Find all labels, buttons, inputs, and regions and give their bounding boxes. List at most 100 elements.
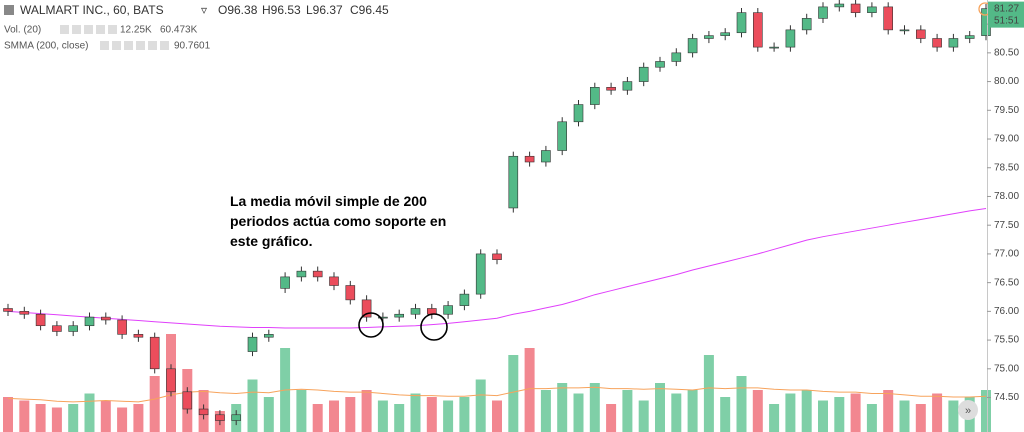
annotation-line: La media móvil simple de 200 (230, 193, 427, 209)
volume-bar (312, 404, 323, 432)
candle-body (589, 87, 600, 105)
volume-bar (35, 404, 46, 432)
y-tick-label: 77.00 (994, 249, 1019, 260)
volume-bar (932, 393, 943, 432)
volume-bar (785, 393, 796, 432)
volume-bar (573, 393, 584, 432)
candle-body (3, 308, 13, 312)
dropdown-caret[interactable]: ▿ (201, 3, 207, 17)
volume-bar (410, 393, 421, 432)
volume-bar (850, 393, 861, 432)
candle-body (899, 29, 910, 32)
symbol-icon (4, 5, 14, 15)
candle-body (312, 270, 323, 278)
volume-bar (51, 407, 62, 432)
y-tick-label: 76.00 (994, 306, 1019, 317)
volume-bar (769, 404, 780, 432)
volume-bar (345, 397, 356, 432)
candle-body (736, 12, 747, 34)
smma-legend-label: SMMA (200, close) (4, 41, 88, 52)
volume-bar (703, 355, 714, 432)
volume-bar (720, 397, 731, 432)
candle-body (345, 285, 356, 301)
volume-bar (818, 400, 828, 432)
candle-body (769, 46, 779, 49)
volume-bar (655, 383, 665, 432)
countdown-label: 51:51 (994, 15, 1019, 26)
y-tick-label: 80.00 (994, 76, 1019, 87)
candle-body (19, 311, 30, 315)
volume-bar (68, 404, 79, 432)
candle-body (752, 12, 763, 48)
candle-body (182, 391, 193, 410)
scroll-button[interactable] (958, 400, 978, 420)
volume-bar (329, 400, 339, 432)
candle-body (638, 66, 649, 82)
volume-bar (133, 404, 144, 432)
candle-body (655, 61, 665, 68)
annotation: La media móvil simple de 200 periodos ac… (230, 193, 446, 249)
volume-bar (459, 397, 470, 432)
volume-bar (3, 397, 13, 432)
volume-bar (687, 390, 698, 432)
volume-bar (377, 400, 388, 432)
y-tick-label: 75.50 (994, 335, 1019, 346)
legend-buttons[interactable] (60, 25, 117, 34)
candle-body (948, 38, 959, 48)
candle-body (133, 334, 144, 338)
volume-ma-value: 60.473K (160, 25, 198, 36)
y-tick-label: 75.00 (994, 363, 1019, 374)
volume-bar (19, 400, 30, 432)
candle-body (68, 325, 78, 332)
volume-bar (899, 400, 910, 432)
candle-body (475, 253, 486, 295)
candle-body (443, 305, 453, 315)
candle-body (557, 121, 568, 151)
candle-body (198, 408, 209, 416)
volume-bar (149, 376, 160, 432)
volume-bar (100, 400, 111, 432)
candle-body (932, 38, 942, 48)
legend: WALMART INC., 60, BATS ▿ O96.38 H96.53 L… (4, 3, 389, 52)
ohlc-close: C96.45 (350, 3, 389, 17)
candle-body (541, 150, 551, 163)
volume-bar (736, 376, 747, 432)
y-tick-label: 74.50 (994, 392, 1019, 403)
y-tick-label: 78.00 (994, 191, 1019, 202)
volume-bar (475, 379, 486, 432)
support-circle (358, 312, 384, 338)
candle-body (101, 316, 111, 321)
candle-body (801, 18, 812, 31)
candle-body (280, 276, 290, 289)
candle-body (52, 325, 62, 332)
candle-body (671, 52, 682, 62)
volume-bar (801, 390, 812, 432)
volume-value: 12.25K (120, 25, 152, 36)
candle-body (149, 336, 160, 370)
support-circle (420, 313, 448, 341)
volume-bar (606, 404, 617, 432)
smma-value: 90.7601 (174, 41, 211, 52)
volume-bar (247, 379, 258, 432)
ohlc-low: L96.37 (306, 3, 343, 17)
y-tick-label: 79.00 (994, 134, 1019, 145)
volume-bar (508, 355, 519, 432)
candle-body (231, 414, 241, 421)
volume-bar (752, 390, 763, 432)
volume-bar (84, 393, 95, 432)
volume-bar (296, 390, 307, 432)
ohlc-high: H96.53 (262, 3, 301, 17)
legend-buttons[interactable] (100, 41, 169, 50)
volume-bar (540, 390, 551, 432)
y-tick-label: 79.50 (994, 105, 1019, 116)
price-axis: 74.50 75.00 75.50 76.00 76.50 77.00 77.50 78.00… (987, 1, 1024, 403)
candle-body (964, 35, 975, 39)
candle-body (329, 276, 339, 286)
y-tick-label: 80.50 (994, 47, 1019, 58)
annotation-line: este gráfico. (230, 233, 312, 249)
volume-bar (524, 348, 535, 432)
candle-body (508, 155, 519, 209)
volume-bar (492, 400, 502, 432)
scroll-button-icon[interactable]: » (965, 405, 971, 417)
